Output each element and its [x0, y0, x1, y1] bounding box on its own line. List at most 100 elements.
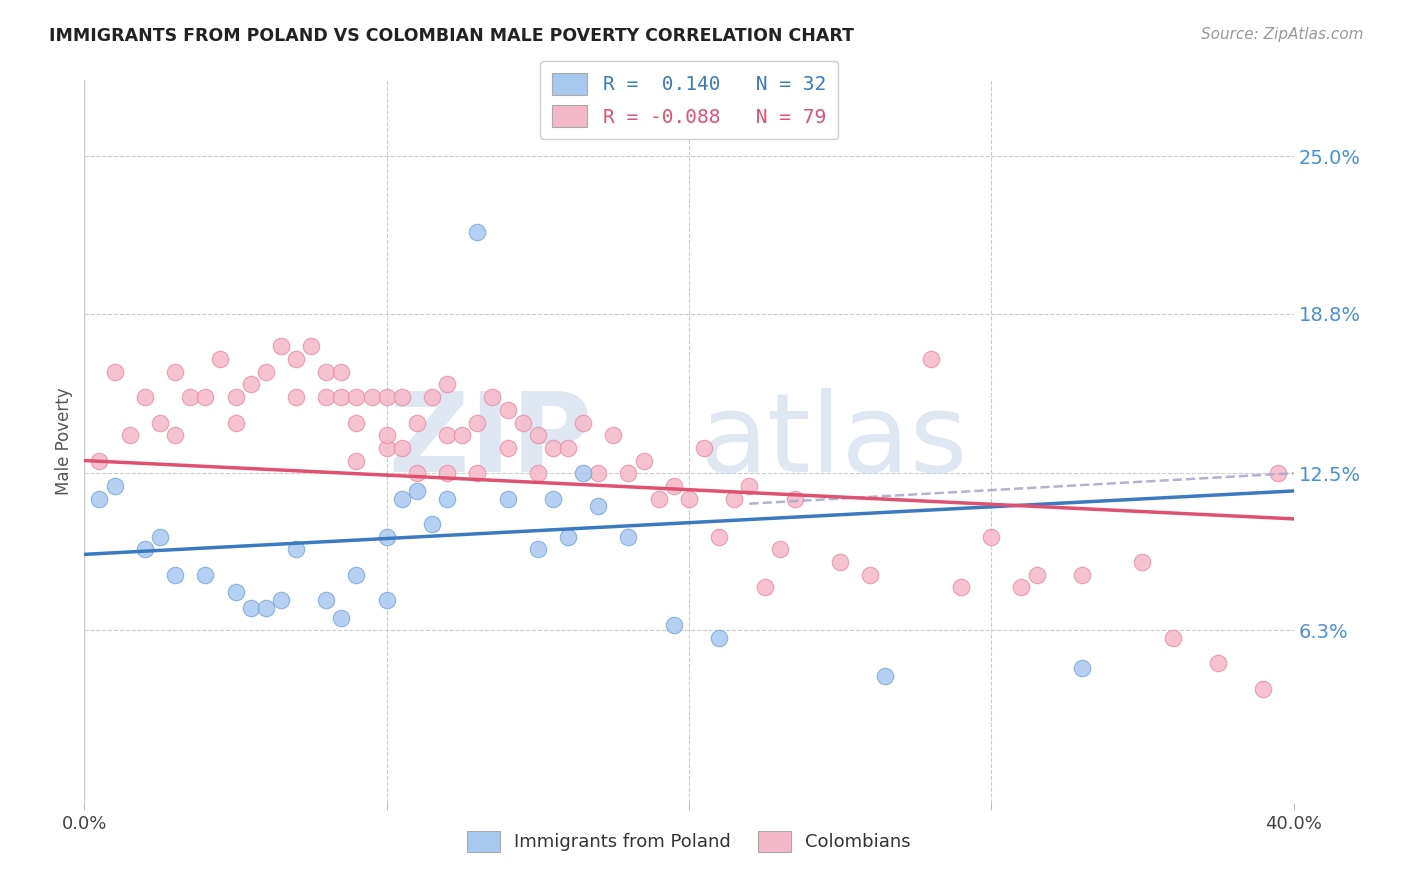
Point	[875, 669, 897, 683]
Point	[436, 491, 458, 506]
Point	[633, 453, 655, 467]
Point	[225, 390, 247, 404]
Point	[557, 441, 579, 455]
Point	[420, 516, 443, 531]
Point	[709, 530, 731, 544]
Point	[315, 390, 337, 404]
Point	[678, 491, 700, 506]
Point	[391, 491, 413, 506]
Point	[467, 226, 489, 240]
Point	[541, 491, 564, 506]
Point	[149, 416, 172, 430]
Point	[1267, 467, 1289, 481]
Point	[496, 491, 519, 506]
Point	[104, 479, 127, 493]
Point	[270, 593, 292, 607]
Text: ZIP: ZIP	[389, 388, 592, 495]
Point	[512, 416, 534, 430]
Point	[1025, 567, 1047, 582]
Point	[467, 467, 489, 481]
Point	[662, 618, 685, 632]
Text: IMMIGRANTS FROM POLAND VS COLOMBIAN MALE POVERTY CORRELATION CHART: IMMIGRANTS FROM POLAND VS COLOMBIAN MALE…	[49, 27, 855, 45]
Point	[1206, 657, 1229, 671]
Point	[723, 491, 745, 506]
Point	[527, 542, 550, 557]
Point	[165, 365, 187, 379]
Point	[209, 352, 232, 367]
Point	[662, 479, 685, 493]
Point	[254, 600, 277, 615]
Point	[239, 377, 262, 392]
Point	[527, 428, 550, 442]
Point	[830, 555, 852, 569]
Point	[496, 441, 519, 455]
Point	[436, 467, 458, 481]
Point	[617, 530, 640, 544]
Point	[1161, 631, 1184, 645]
Legend: Immigrants from Poland, Colombians: Immigrants from Poland, Colombians	[460, 823, 918, 859]
Point	[420, 390, 443, 404]
Point	[346, 567, 368, 582]
Point	[1071, 567, 1094, 582]
Point	[769, 542, 792, 557]
Point	[588, 467, 610, 481]
Point	[467, 416, 489, 430]
Point	[481, 390, 503, 404]
Point	[194, 567, 217, 582]
Point	[330, 611, 353, 625]
Point	[270, 339, 292, 353]
Point	[541, 441, 564, 455]
Point	[254, 365, 277, 379]
Point	[602, 428, 624, 442]
Point	[299, 339, 322, 353]
Point	[527, 467, 550, 481]
Point	[346, 416, 368, 430]
Point	[738, 479, 761, 493]
Point	[134, 542, 156, 557]
Point	[391, 441, 413, 455]
Point	[375, 593, 398, 607]
Point	[225, 585, 247, 599]
Point	[617, 467, 640, 481]
Point	[920, 352, 942, 367]
Point	[89, 491, 111, 506]
Point	[1253, 681, 1275, 696]
Point	[104, 365, 127, 379]
Point	[1071, 661, 1094, 675]
Point	[406, 416, 429, 430]
Point	[375, 441, 398, 455]
Point	[1130, 555, 1153, 569]
Point	[89, 453, 111, 467]
Text: atlas: atlas	[700, 388, 969, 495]
Point	[406, 483, 429, 498]
Point	[754, 580, 776, 594]
Point	[330, 365, 353, 379]
Point	[360, 390, 382, 404]
Point	[165, 428, 187, 442]
Point	[436, 377, 458, 392]
Point	[285, 390, 308, 404]
Text: Source: ZipAtlas.com: Source: ZipAtlas.com	[1201, 27, 1364, 42]
Point	[859, 567, 882, 582]
Point	[118, 428, 141, 442]
Point	[709, 631, 731, 645]
Point	[375, 530, 398, 544]
Point	[285, 542, 308, 557]
Point	[1011, 580, 1033, 594]
Point	[496, 402, 519, 417]
Point	[346, 390, 368, 404]
Point	[980, 530, 1002, 544]
Point	[557, 530, 579, 544]
Point	[165, 567, 187, 582]
Point	[194, 390, 217, 404]
Point	[451, 428, 474, 442]
Point	[346, 453, 368, 467]
Point	[225, 416, 247, 430]
Point	[375, 428, 398, 442]
Point	[693, 441, 716, 455]
Point	[239, 600, 262, 615]
Point	[330, 390, 353, 404]
Point	[391, 390, 413, 404]
Point	[149, 530, 172, 544]
Point	[315, 593, 337, 607]
